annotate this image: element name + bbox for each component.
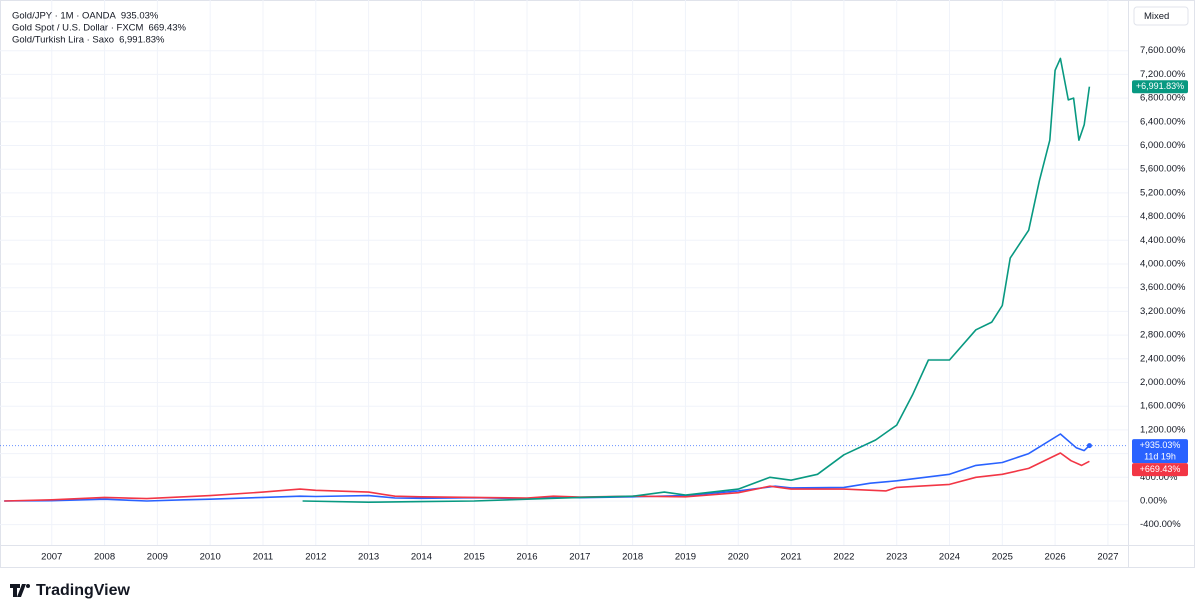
x-tick-label: 2007 <box>41 552 62 563</box>
y-tick-label: 5,200.00% <box>1140 187 1186 198</box>
y-tick-label: 4,800.00% <box>1140 211 1186 222</box>
y-tick-label: 4,400.00% <box>1140 235 1186 246</box>
x-tick-label: 2013 <box>358 552 379 563</box>
y-tick-label: -400.00% <box>1140 519 1181 530</box>
y-tick-label: 0.00% <box>1140 495 1167 506</box>
chart-frame <box>0 0 1195 568</box>
x-tick-label: 2026 <box>1045 552 1066 563</box>
x-tick-label: 2027 <box>1097 552 1118 563</box>
y-tick-label: 3,200.00% <box>1140 306 1186 317</box>
legend-value: 669.43% <box>148 23 186 34</box>
y-tick-label: 2,000.00% <box>1140 377 1186 388</box>
x-tick-label: 2025 <box>992 552 1013 563</box>
countdown-label: 11d 19h <box>1144 451 1176 461</box>
y-tick-label: 3,600.00% <box>1140 282 1186 293</box>
y-tick-label: 1,600.00% <box>1140 401 1186 412</box>
mode-button[interactable] <box>1133 6 1189 26</box>
y-tick-label: 5,600.00% <box>1140 164 1186 175</box>
last-point <box>1086 443 1092 449</box>
brand-logo: TradingView <box>10 582 131 599</box>
x-tick-label: 2016 <box>516 552 537 563</box>
axes: -400.00%0.00%400.00%800.00%1,200.00%1,60… <box>41 45 1188 563</box>
x-tick-label: 2012 <box>305 552 326 563</box>
price-label: +6,991.83% <box>1136 81 1184 91</box>
x-tick-label: 2014 <box>411 552 432 563</box>
logo-mark <box>10 584 26 597</box>
x-tick-label: 2020 <box>728 552 749 563</box>
y-tick-label: 1,200.00% <box>1140 424 1186 435</box>
price-label-box <box>1132 80 1188 94</box>
legend-value: 6,991.83% <box>119 35 165 46</box>
legend-name: Gold/JPY · 1M · OANDA <box>12 11 116 22</box>
y-tick-label: 400.00% <box>1140 472 1178 483</box>
x-tick-label: 2023 <box>886 552 907 563</box>
x-tick-label: 2009 <box>147 552 168 563</box>
x-tick-label: 2015 <box>464 552 485 563</box>
y-tick-label: 2,400.00% <box>1140 353 1186 364</box>
y-tick-label: 6,800.00% <box>1140 93 1186 104</box>
x-tick-label: 2022 <box>833 552 854 563</box>
x-tick-label: 2018 <box>622 552 643 563</box>
y-tick-label: 7,200.00% <box>1140 69 1186 80</box>
y-tick-label: 6,400.00% <box>1140 116 1186 127</box>
x-tick-label: 2010 <box>200 552 221 563</box>
logo-dot <box>26 584 30 588</box>
price-label-box <box>1132 439 1188 464</box>
series-line <box>4 433 1090 502</box>
grid <box>0 0 1128 545</box>
legend: Gold/JPY · 1M · OANDA 935.03%Gold Spot / … <box>12 11 187 46</box>
legend-name: Gold Spot / U.S. Dollar · FXCM <box>12 23 144 34</box>
legend-value: 935.03% <box>121 11 159 22</box>
plot <box>0 57 1128 503</box>
x-tick-label: 2019 <box>675 552 696 563</box>
price-label-box <box>1132 463 1188 477</box>
y-tick-label: 2,800.00% <box>1140 330 1186 341</box>
legend-name: Gold/Turkish Lira · Saxo <box>12 35 114 46</box>
y-tick-label: 4,000.00% <box>1140 259 1186 270</box>
x-tick-label: 2021 <box>781 552 802 563</box>
mode-button-label: Mixed <box>1144 11 1169 22</box>
x-tick-label: 2011 <box>253 552 273 563</box>
brand-text: TradingView <box>36 582 131 599</box>
price-label: +669.43% <box>1140 464 1181 474</box>
price-label: +935.03% <box>1140 440 1181 450</box>
x-tick-label: 2024 <box>939 552 960 563</box>
x-tick-label: 2008 <box>94 552 115 563</box>
y-tick-label: 7,600.00% <box>1140 45 1186 56</box>
x-tick-label: 2017 <box>569 552 590 563</box>
series-line <box>302 57 1091 503</box>
y-tick-label: 6,000.00% <box>1140 140 1186 151</box>
